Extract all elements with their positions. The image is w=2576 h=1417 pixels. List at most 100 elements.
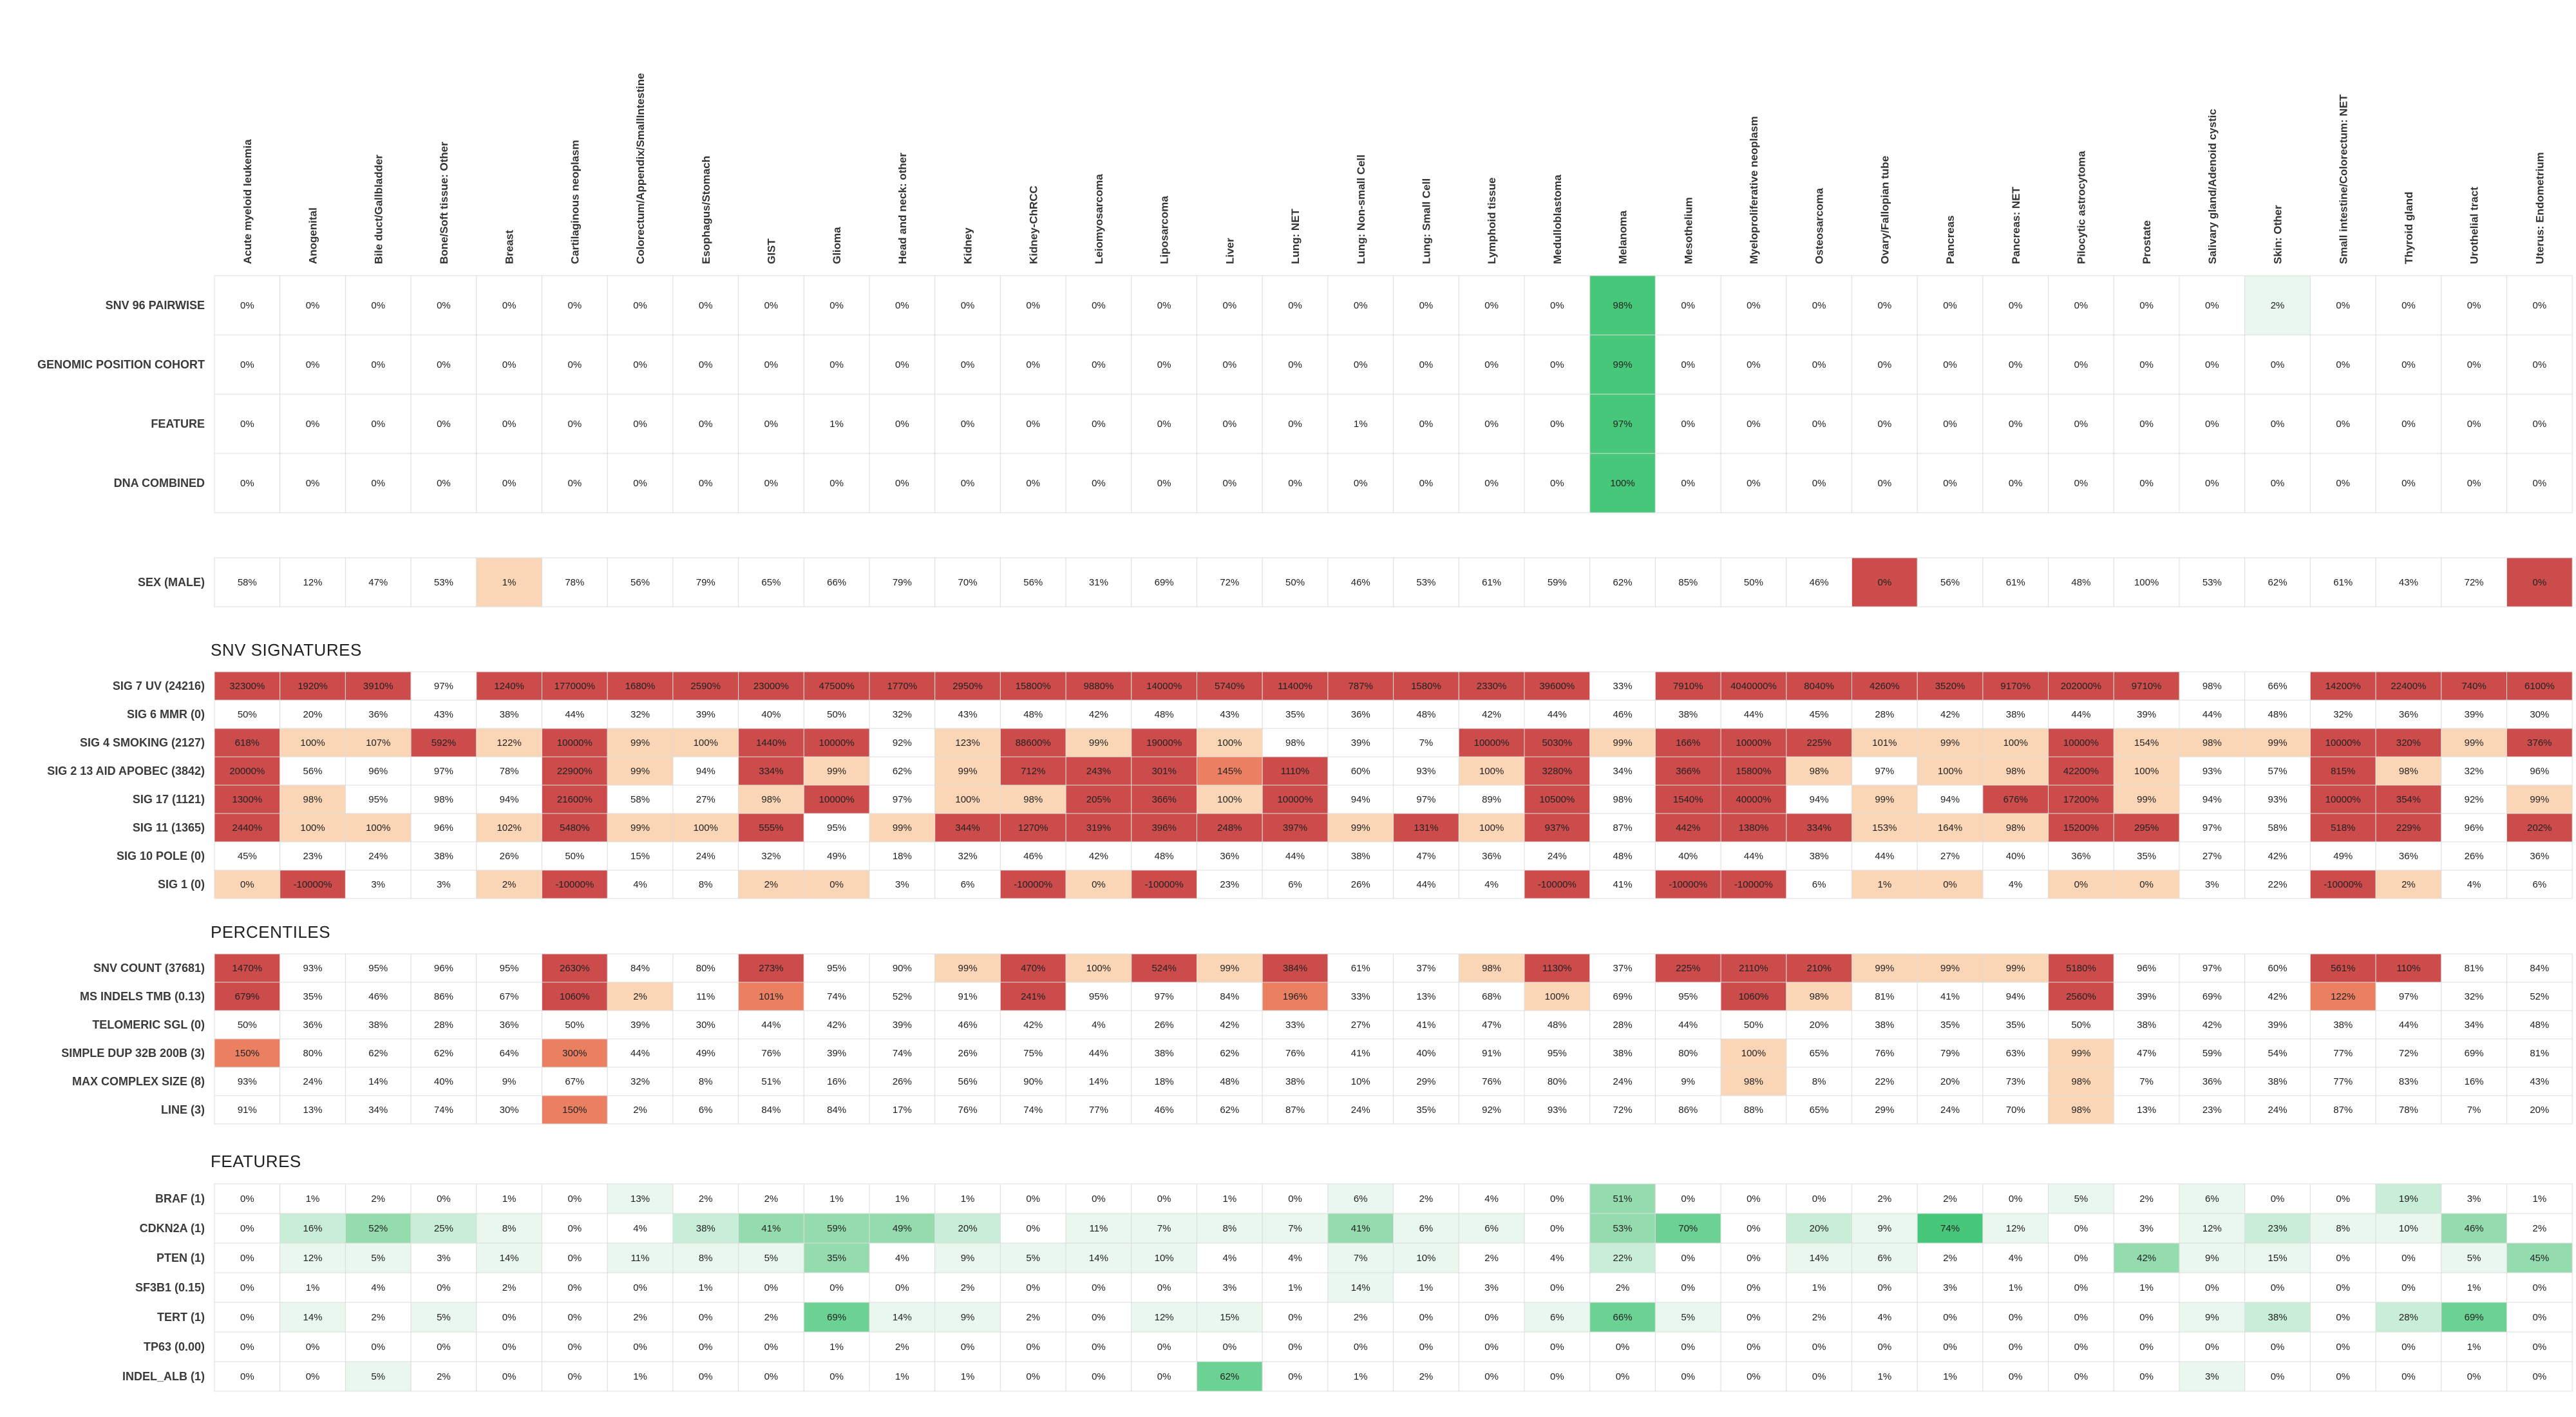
cell-value: 38%: [500, 709, 519, 720]
row-label: SIG 17 (1121): [133, 793, 205, 806]
cell-value: 442%: [1676, 823, 1700, 833]
heatmap-cell: [672, 841, 739, 871]
cell-value: 94%: [2202, 794, 2222, 805]
heatmap-cell: [1982, 275, 2049, 336]
cell-value: 51%: [761, 1076, 781, 1087]
cell-value: 50%: [238, 709, 257, 720]
heatmap-cell: [542, 1095, 608, 1125]
cell-value: 0%: [2533, 1282, 2547, 1293]
cell-value: 0%: [895, 1282, 909, 1293]
cell-value: 0%: [1812, 359, 1826, 370]
heatmap-cell: [803, 1213, 870, 1244]
heatmap-cell: [1065, 557, 1132, 607]
cell-value: 44%: [1548, 709, 1567, 720]
cell-value: 4040000%: [1730, 681, 1777, 692]
cell-value: 3%: [1484, 1282, 1499, 1293]
heatmap-cell: [2179, 953, 2246, 983]
heatmap-cell: [1917, 785, 1984, 814]
heatmap-cell: [607, 453, 674, 513]
heatmap-cell: [1393, 394, 1459, 454]
cell-value: 0%: [2074, 1223, 2088, 1234]
heatmap-cell: [607, 671, 674, 701]
cell-value: 0%: [1747, 1253, 1761, 1264]
cell-value: 0%: [371, 419, 385, 430]
heatmap-cell: [214, 756, 281, 786]
cell-value: 0%: [961, 478, 975, 489]
cell-value: 0%: [2139, 419, 2154, 430]
heatmap-cell: [2309, 1010, 2376, 1040]
cell-value: 0%: [2074, 359, 2088, 370]
cell-value: 72%: [1613, 1105, 1633, 1116]
cell-value: 10000%: [2325, 737, 2361, 748]
heatmap-cell: [607, 1361, 674, 1392]
heatmap-cell: [345, 870, 412, 899]
heatmap-cell: [2048, 699, 2114, 729]
heatmap-cell: [2244, 1067, 2311, 1096]
heatmap-cell: [2048, 1213, 2114, 1244]
heatmap-cell: [1262, 275, 1329, 336]
cell-value: 14200%: [2325, 681, 2361, 692]
heatmap-cell: [1458, 982, 1525, 1011]
heatmap-cell: [1917, 756, 1984, 786]
cell-value: 0%: [1157, 1371, 1171, 1382]
heatmap-cell: [2179, 1038, 2246, 1068]
heatmap-cell: [1458, 394, 1525, 454]
cell-value: 44%: [1875, 851, 1894, 862]
cell-value: 69%: [2465, 1048, 2484, 1059]
heatmap-cell: [345, 671, 412, 701]
heatmap-cell: [214, 953, 281, 983]
heatmap-cell: [607, 699, 674, 729]
cell-value: 38%: [2137, 1020, 2156, 1031]
row-label: SEX (MALE): [138, 576, 205, 589]
cell-value: 0%: [2009, 478, 2023, 489]
heatmap-cell: [1720, 699, 1787, 729]
cell-value: 0%: [764, 1282, 779, 1293]
heatmap-cell: [803, 1067, 870, 1096]
heatmap-cell: [279, 870, 346, 899]
heatmap-cell: [279, 841, 346, 871]
cell-value: 48%: [1155, 709, 1174, 720]
heatmap-cell: [672, 1183, 739, 1214]
column-label: Head and neck: other: [896, 153, 909, 264]
heatmap-cell: [542, 1038, 608, 1068]
cell-value: 0%: [1550, 1194, 1564, 1204]
column-label: Lymphoid tissue: [1486, 178, 1498, 264]
heatmap-cell: [1524, 1361, 1591, 1392]
heatmap-cell: [214, 1183, 281, 1214]
cell-value: 45%: [2530, 1253, 2549, 1264]
cell-value: 0%: [2401, 1371, 2416, 1382]
heatmap-cell: [2113, 756, 2180, 786]
heatmap-cell: [1065, 1302, 1132, 1333]
heatmap-cell: [1852, 841, 1918, 871]
heatmap-cell: [214, 334, 281, 395]
cell-value: 69%: [2202, 991, 2222, 1002]
cell-value: 7%: [1157, 1223, 1171, 1234]
heatmap-cell: [2506, 699, 2573, 729]
cell-value: 1%: [1419, 1282, 1434, 1293]
heatmap-cell: [1197, 982, 1263, 1011]
heatmap-cell: [1197, 1038, 1263, 1068]
column-label: Acute myeloid leukemia: [242, 139, 254, 264]
column-label: Kidney: [962, 227, 974, 264]
heatmap-cell: [1982, 953, 2049, 983]
heatmap-cell: [1065, 1067, 1132, 1096]
heatmap-cell: [476, 1242, 542, 1273]
heatmap-cell: [1197, 1067, 1263, 1096]
heatmap-cell: [672, 1095, 739, 1125]
column-label: Thyroid gland: [2403, 192, 2415, 264]
cell-value: 2%: [1616, 1282, 1630, 1293]
cell-value: 0%: [699, 1371, 713, 1382]
heatmap-cell: [2375, 1067, 2442, 1096]
cell-value: 93%: [1416, 766, 1435, 777]
heatmap-cell: [1917, 1361, 1984, 1392]
cell-value: 95%: [368, 963, 388, 974]
cell-value: 24%: [1548, 851, 1567, 862]
cell-value: 123%: [955, 737, 980, 748]
heatmap-cell: [869, 870, 936, 899]
cell-value: 225%: [1806, 737, 1831, 748]
heatmap-cell: [934, 394, 1001, 454]
cell-value: 2%: [1943, 1253, 1957, 1264]
heatmap-cell: [2113, 699, 2180, 729]
cell-value: 1%: [633, 1371, 647, 1382]
